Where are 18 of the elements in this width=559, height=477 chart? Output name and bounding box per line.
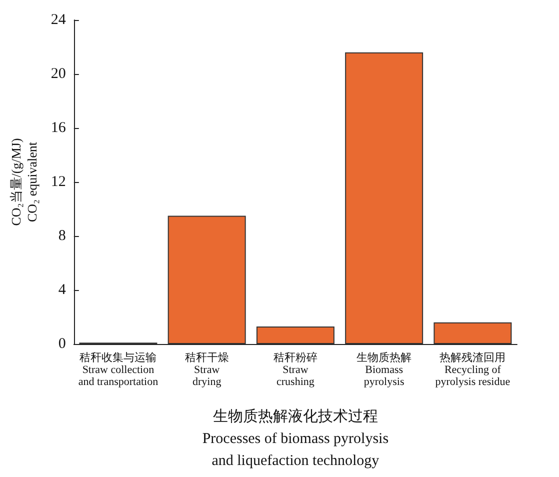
x-axis-title: 生物质热解液化技术过程 Processes of biomass pyrolysis and liquefaction technology xyxy=(202,408,389,469)
bar xyxy=(256,326,334,344)
x-tick-label: 秸秆收集与运输 Straw collection and transportation xyxy=(78,351,159,388)
y-tick-label: 20 xyxy=(50,66,66,82)
y-tick-label: 8 xyxy=(58,228,66,244)
x-tick-label: 秸秆粉碎 Straw crushing xyxy=(273,351,318,388)
x-tick-label: 秸秆干燥 Straw drying xyxy=(184,351,229,388)
bar xyxy=(168,216,246,344)
bar xyxy=(345,52,424,344)
y-tick-label: 0 xyxy=(58,336,66,352)
x-tick-label: 热解残渣回用 Recycling of pyrolysis residue xyxy=(435,351,510,388)
y-tick-label: 16 xyxy=(50,120,66,136)
y-tick-label: 24 xyxy=(50,12,66,28)
bar xyxy=(434,322,512,344)
y-tick-label: 12 xyxy=(50,174,66,190)
x-tick-label: 生物质热解 Biomass pyrolysis xyxy=(356,351,412,388)
y-tick-label: 4 xyxy=(58,282,66,298)
y-axis-title: CO₂当量/(g/MJ) CO₂ equivalent xyxy=(8,138,40,226)
